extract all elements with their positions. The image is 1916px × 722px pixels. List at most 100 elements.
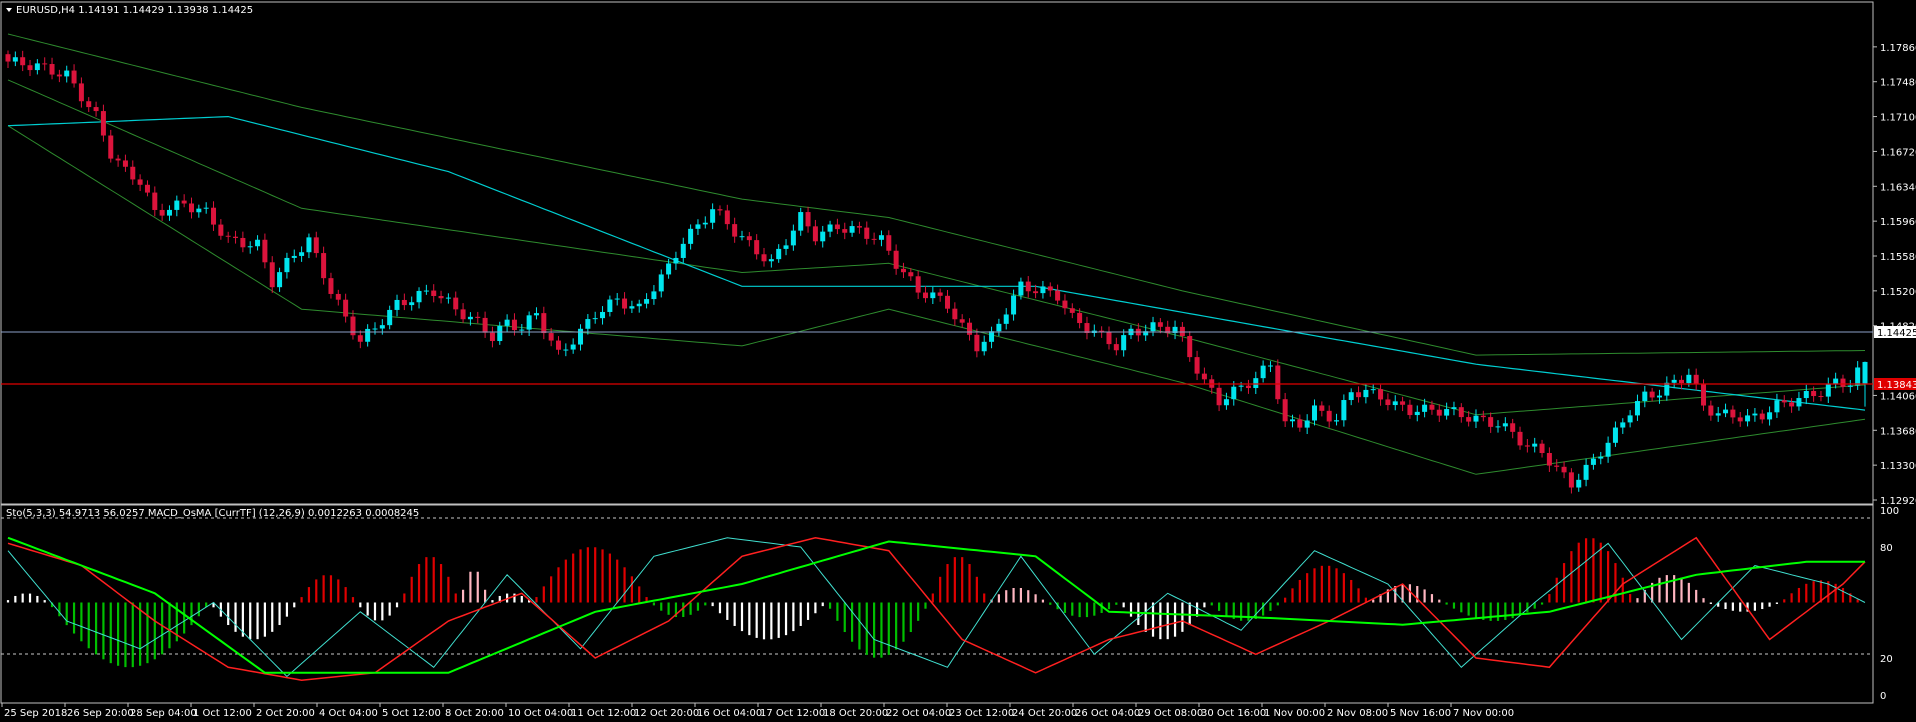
bear-candle bbox=[754, 240, 760, 255]
current-price-label: 1.14425 bbox=[1877, 328, 1916, 339]
bull-candle bbox=[930, 292, 936, 299]
bear-candle bbox=[717, 209, 723, 211]
bull-candle bbox=[651, 291, 657, 300]
bear-candle bbox=[130, 166, 136, 180]
time-tick-label: 10 Oct 04:00 bbox=[508, 708, 573, 719]
bull-candle bbox=[592, 318, 598, 320]
level-price-label: 1.13843 bbox=[1877, 380, 1916, 391]
bull-candle bbox=[1040, 286, 1046, 294]
bull-candle bbox=[394, 299, 400, 310]
bull-candle bbox=[1590, 458, 1596, 465]
bear-candle bbox=[71, 70, 77, 84]
bear-candle bbox=[1055, 290, 1061, 301]
bull-candle bbox=[1267, 365, 1273, 367]
bull-candle bbox=[34, 63, 40, 71]
bear-candle bbox=[269, 262, 275, 288]
bull-candle bbox=[379, 325, 385, 329]
bear-candle bbox=[343, 299, 349, 317]
bull-candle bbox=[1363, 389, 1369, 398]
bear-candle bbox=[1649, 391, 1655, 398]
bear-candle bbox=[1179, 326, 1185, 336]
bear-candle bbox=[1811, 390, 1817, 397]
bull-candle bbox=[1767, 412, 1773, 420]
bear-candle bbox=[893, 250, 899, 269]
moving-average-line bbox=[7, 115, 1866, 411]
bear-candle bbox=[732, 224, 738, 237]
stoch-main-line bbox=[7, 536, 1866, 681]
bull-candle bbox=[1304, 420, 1310, 428]
bull-candle bbox=[702, 222, 708, 225]
dropdown-arrow-icon[interactable] bbox=[6, 8, 12, 12]
time-tick-label: 7 Nov 00:00 bbox=[1453, 708, 1514, 719]
bear-candle bbox=[834, 224, 840, 230]
bear-candle bbox=[1458, 407, 1464, 418]
bear-candle bbox=[1319, 405, 1325, 411]
bull-candle bbox=[1289, 419, 1295, 422]
price-tick-label: 1.17100 bbox=[1880, 113, 1916, 124]
bull-candle bbox=[798, 212, 804, 231]
bull-candle bbox=[519, 329, 525, 331]
bear-candle bbox=[42, 63, 48, 65]
bear-candle bbox=[1194, 357, 1200, 374]
bear-candle bbox=[1157, 322, 1163, 327]
bull-candle bbox=[166, 209, 172, 216]
bull-candle bbox=[600, 311, 606, 319]
bull-candle bbox=[1532, 443, 1538, 447]
bear-candle bbox=[453, 297, 459, 310]
bull-candle bbox=[196, 208, 202, 213]
time-tick-label: 11 Oct 12:00 bbox=[571, 708, 636, 719]
bear-candle bbox=[952, 308, 958, 320]
bull-candle bbox=[688, 228, 694, 244]
bear-candle bbox=[1730, 409, 1736, 418]
oscillator-tick-label: 20 bbox=[1880, 654, 1893, 665]
bull-candle bbox=[570, 344, 576, 350]
bear-candle bbox=[1561, 466, 1567, 473]
bear-candle bbox=[1275, 365, 1281, 400]
bear-candle bbox=[1033, 291, 1039, 294]
bollinger-middle bbox=[7, 79, 1866, 416]
bear-candle bbox=[541, 313, 547, 334]
bull-candle bbox=[710, 209, 716, 223]
bull-candle bbox=[299, 252, 305, 256]
bear-candle bbox=[460, 309, 466, 320]
bear-candle bbox=[842, 229, 848, 233]
bull-candle bbox=[1414, 411, 1420, 416]
time-tick-label: 22 Oct 04:00 bbox=[886, 708, 951, 719]
bollinger-lower bbox=[7, 125, 1866, 475]
bull-candle bbox=[504, 319, 510, 326]
bull-candle bbox=[1723, 409, 1729, 414]
time-tick-label: 26 Sep 20:00 bbox=[67, 708, 134, 719]
bull-candle bbox=[1598, 456, 1604, 459]
oscillator-lines bbox=[7, 536, 1866, 681]
bear-candle bbox=[159, 209, 165, 216]
bull-candle bbox=[996, 323, 1002, 332]
bear-candle bbox=[856, 226, 862, 228]
bull-candle bbox=[365, 328, 371, 342]
bear-candle bbox=[1789, 402, 1795, 407]
bull-candle bbox=[1583, 464, 1589, 480]
bear-candle bbox=[313, 237, 319, 254]
oscillator-panel[interactable]: Sto(5,3,3) 54.9713 56.0257 MACD_OsMA [Cu… bbox=[0, 504, 1899, 704]
osma-signal-line bbox=[7, 536, 1865, 674]
bull-candle bbox=[680, 243, 686, 258]
bull-candle bbox=[1502, 423, 1508, 427]
bull-candle bbox=[563, 349, 569, 351]
bear-candle bbox=[871, 238, 877, 240]
oscillator-tick-label: 100 bbox=[1880, 506, 1899, 517]
bear-candle bbox=[321, 253, 327, 279]
bull-candle bbox=[1715, 413, 1721, 416]
bull-candle bbox=[372, 328, 378, 330]
price-panel[interactable]: EURUSD,H4 1.14191 1.14429 1.13938 1.1442… bbox=[0, 1, 1916, 507]
bull-candle bbox=[1803, 390, 1809, 399]
time-tick-label: 12 Oct 20:00 bbox=[634, 708, 699, 719]
bull-candle bbox=[1664, 382, 1670, 396]
bollinger-upper bbox=[7, 33, 1866, 356]
bull-candle bbox=[695, 224, 701, 229]
bear-candle bbox=[1429, 404, 1435, 410]
bull-candle bbox=[423, 290, 429, 292]
bull-candle bbox=[1121, 335, 1127, 351]
price-tick-label: 1.17860 bbox=[1880, 43, 1916, 54]
bear-candle bbox=[805, 212, 811, 227]
bear-candle bbox=[152, 192, 158, 210]
